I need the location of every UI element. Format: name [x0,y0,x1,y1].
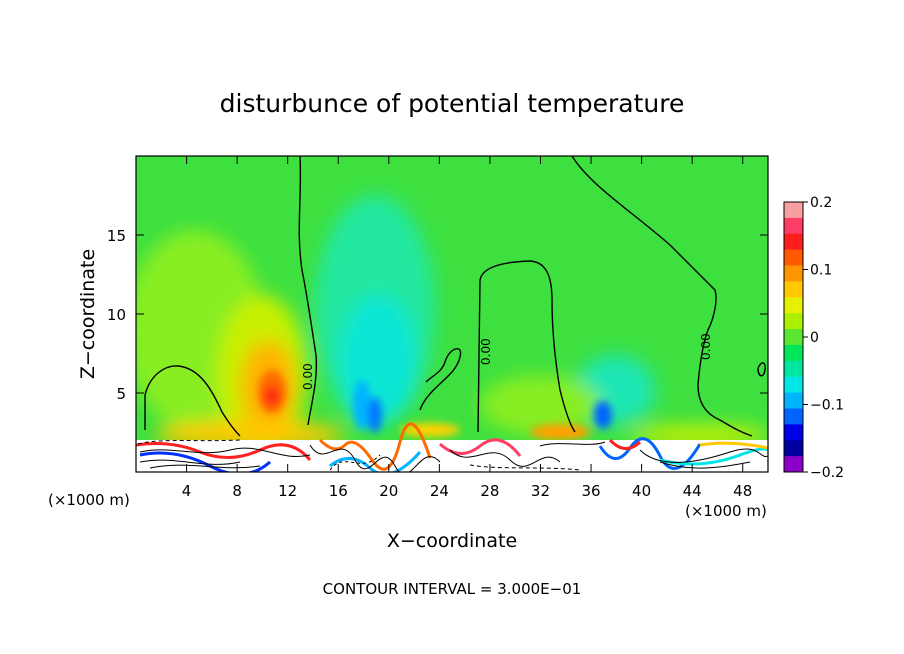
colorbar-tick-label: 0.1 [810,263,832,279]
x-tick-label: 8 [232,482,242,500]
chart-title: disturbunce of potential temperature [220,89,685,118]
colorbar-swatch [784,392,803,409]
colorbar-swatch [784,202,803,219]
x-tick-label: 32 [531,482,550,500]
contour-label: 0.00 [301,363,315,390]
colorbar [784,202,803,473]
x-tick-label: 4 [182,482,192,500]
colorbar-swatch [784,233,803,251]
colorbar-swatch [784,297,803,314]
x-tick-label: 48 [733,482,752,500]
x-tick-label: 12 [278,482,297,500]
y-tick-label: 15 [107,227,126,245]
x-unit-label-left: (×1000 m) [48,491,130,509]
colorbar-tick-label: 0.2 [810,195,832,211]
contour-field: 0.00 0.00 0.00 [136,156,768,472]
x-tick-label: 20 [379,482,398,500]
x-tick-label: 28 [480,482,499,500]
colorbar-swatch [784,217,803,235]
x-tick-label: 24 [430,482,449,500]
colorbar-swatch [784,265,803,282]
contour-interval-note: CONTOUR INTERVAL = 3.000E−01 [323,580,582,598]
colorbar-swatch [784,329,803,346]
colorbar-swatch [784,249,803,267]
colorbar-swatch [784,344,803,362]
colorbar-tick-label: 0 [810,330,819,346]
y-tick-label: 10 [107,306,126,324]
colorbar-swatch [784,376,803,394]
x-tick-label: 16 [329,482,348,500]
colorbar-swatch [784,360,803,378]
colorbar-swatch [784,456,803,473]
x-tick-label: 40 [632,482,651,500]
x-unit-label-right: (×1000 m) [685,502,767,520]
colorbar-swatch [784,313,803,330]
colorbar-tick-label: −0.2 [810,465,844,481]
colorbar-swatch [784,440,803,457]
colorbar-tick-label: −0.1 [810,398,844,414]
x-tick-label: 36 [581,482,600,500]
contour-label: 0.00 [699,333,713,360]
colorbar-swatch [784,281,803,298]
y-tick-label: 5 [116,385,126,403]
colorbar-swatch [784,424,803,441]
x-tick-label: 44 [683,482,702,500]
colorbar-swatch [784,408,803,425]
x-axis-label: X−coordinate [387,530,517,552]
y-axis-label: Z−coordinate [77,249,99,379]
contour-label: 0.00 [479,338,493,365]
